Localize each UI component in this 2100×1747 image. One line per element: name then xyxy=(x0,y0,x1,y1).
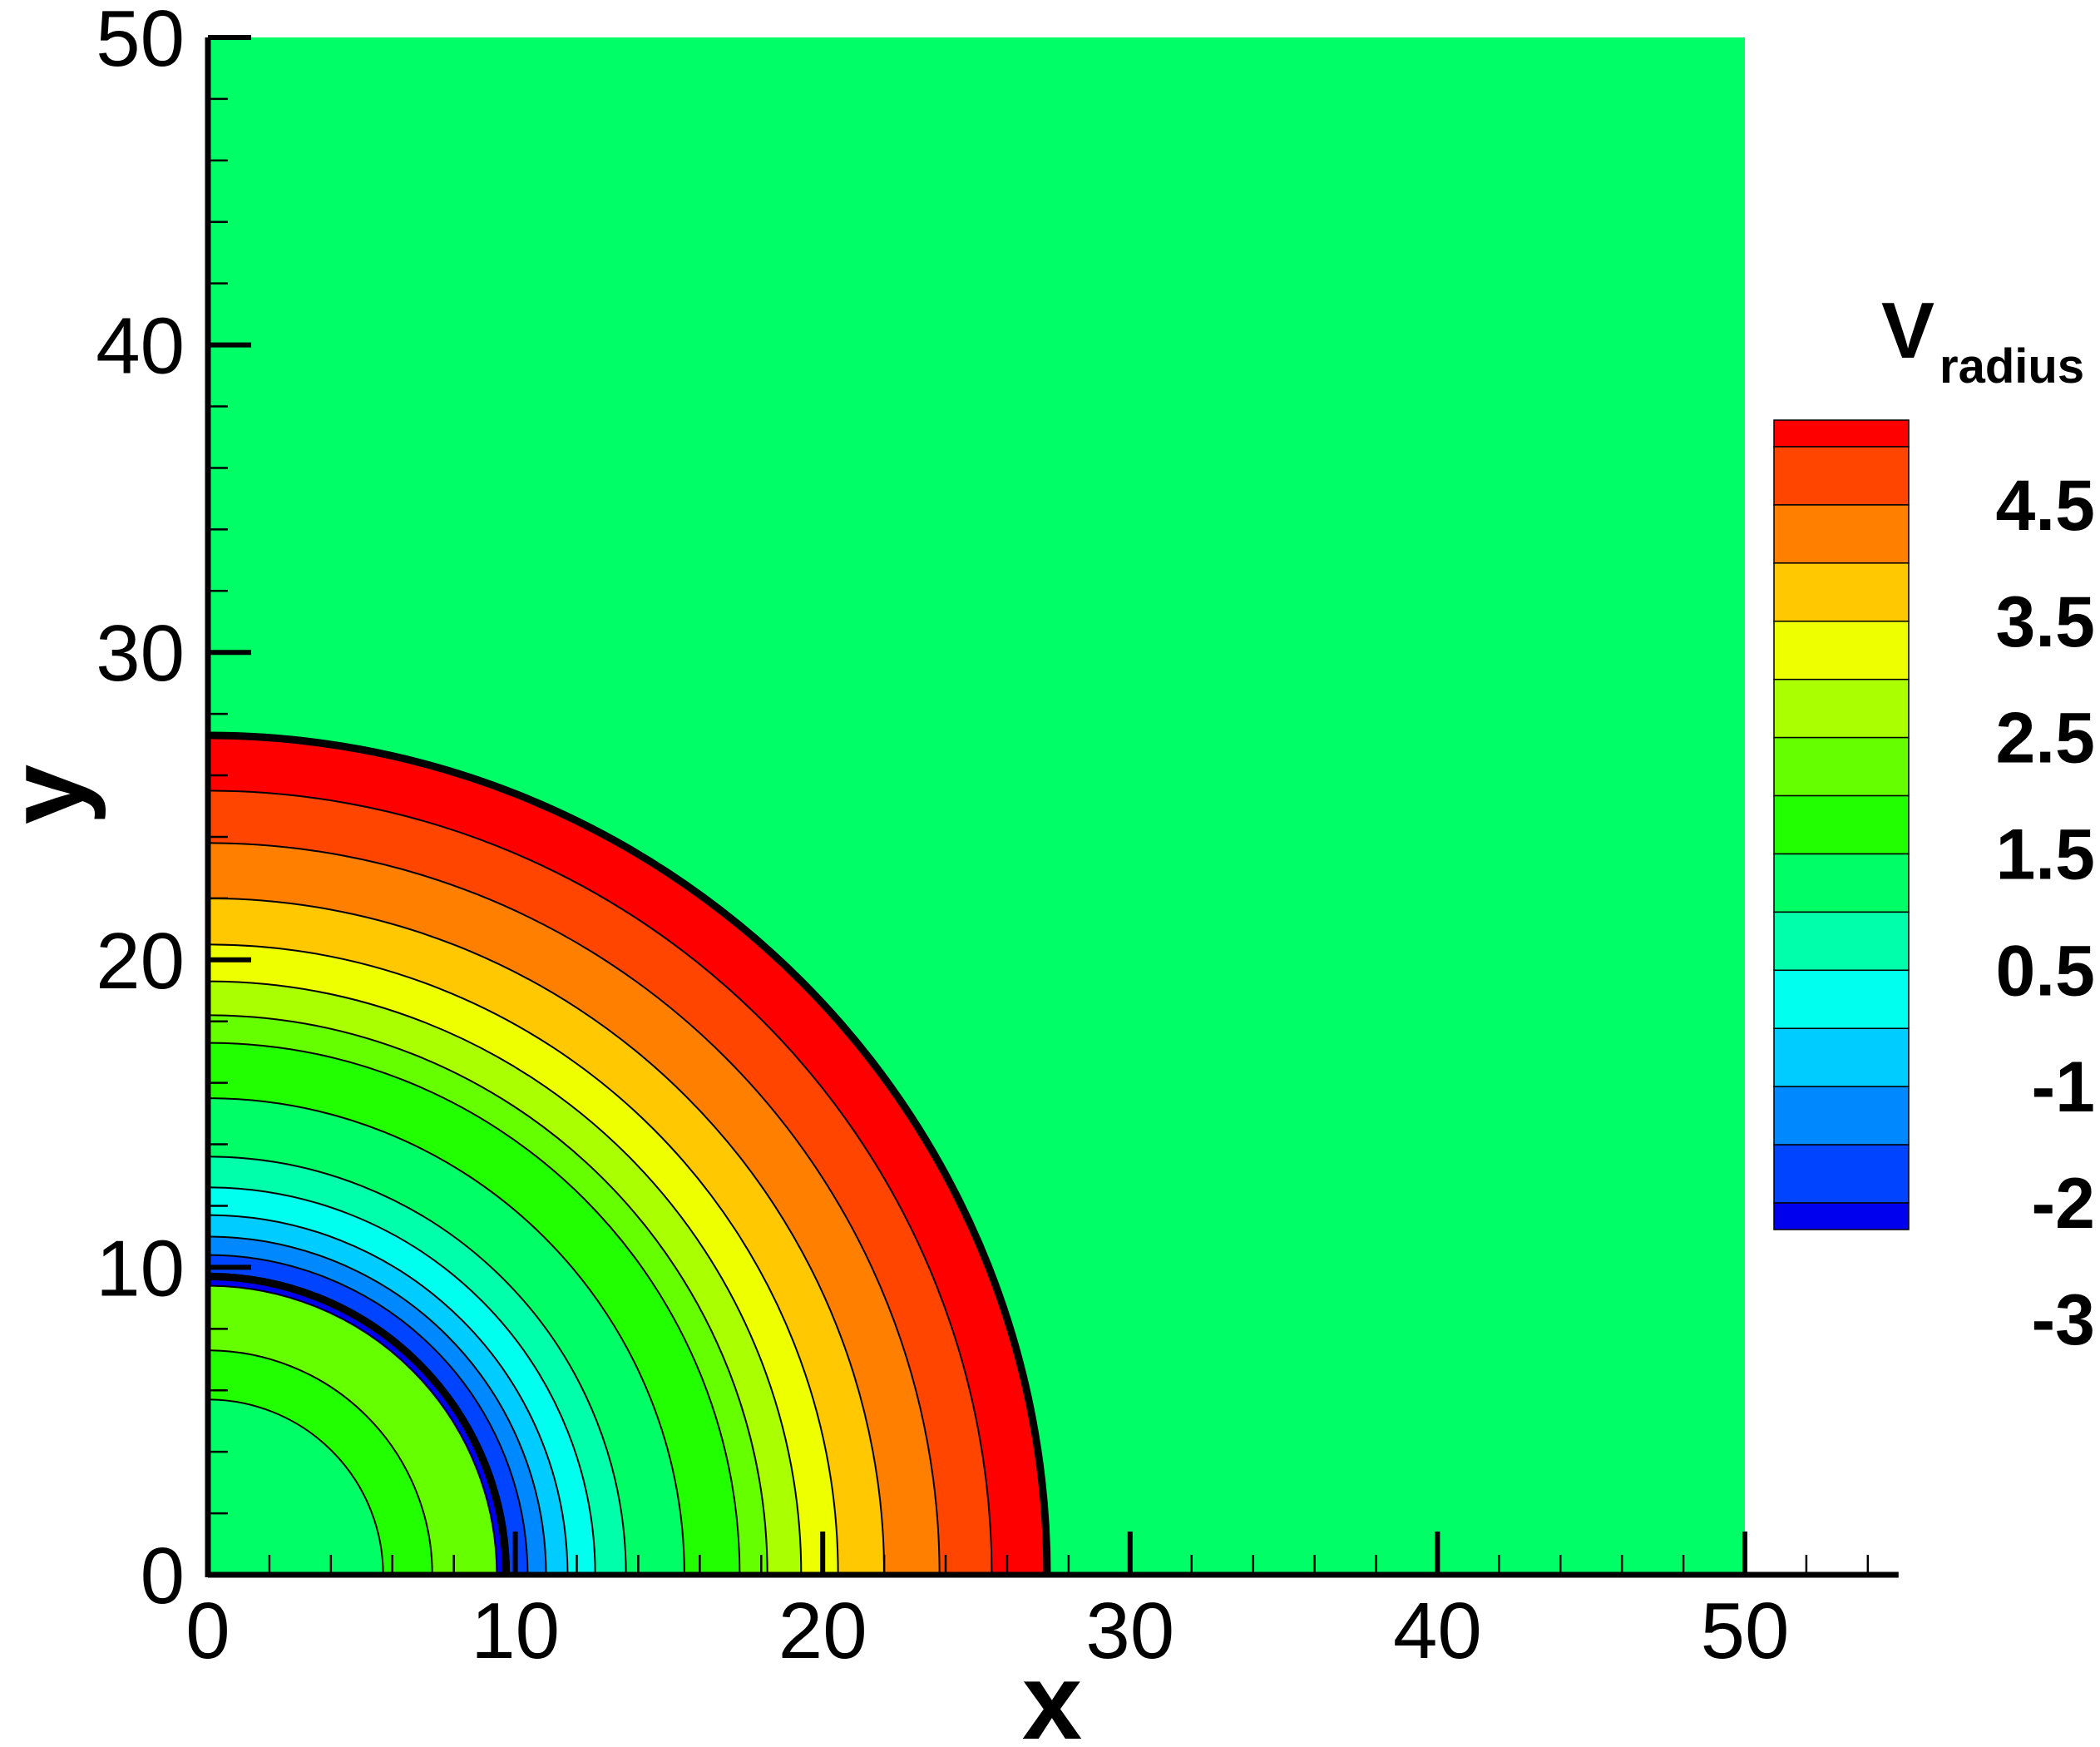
colorbar-band xyxy=(1773,504,1910,564)
contour-line xyxy=(207,980,803,1576)
colorbar-tick-label: 3.5 xyxy=(1995,582,2095,662)
colorbar-tick-label: 0.5 xyxy=(1995,931,2095,1011)
y-tick-label: 50 xyxy=(96,0,185,83)
contour-band xyxy=(208,1399,383,1575)
contour-line xyxy=(207,1398,384,1576)
colorbar-band xyxy=(1773,446,1910,506)
colorbar-band xyxy=(1773,419,1910,448)
x-tick-label: 0 xyxy=(185,1586,230,1675)
shock-contour-line xyxy=(207,731,1051,1576)
x-tick-label: 20 xyxy=(778,1586,867,1675)
contour-line xyxy=(207,897,886,1576)
y-tick-label: 0 xyxy=(141,1532,185,1621)
colorbar-labels: 4.5 3.5 2.5 1.5 0.5 -1 -2 -3 xyxy=(1995,466,2095,1360)
colorbar-band xyxy=(1773,1027,1910,1087)
colorbar-band xyxy=(1773,562,1910,622)
y-axis-title: y xyxy=(0,765,106,824)
contour-line xyxy=(207,1214,569,1576)
contour-line xyxy=(207,1097,685,1576)
colorbar-band xyxy=(1773,736,1910,797)
contour-line xyxy=(207,1156,627,1576)
contour-rings xyxy=(208,37,1745,1575)
x-tick-label: 30 xyxy=(1085,1586,1174,1675)
contour-line xyxy=(207,842,941,1576)
colorbar-band xyxy=(1773,621,1910,680)
colorbar-tick-label: -3 xyxy=(2032,1280,2095,1360)
colorbar-tick-label: 4.5 xyxy=(1995,466,2095,546)
contour-line xyxy=(207,1349,433,1576)
x-tick-label: 50 xyxy=(1701,1586,1790,1675)
x-tick-label: 40 xyxy=(1393,1586,1482,1675)
colorbar-bands xyxy=(1773,419,1910,1230)
y-tick-label: 20 xyxy=(96,917,185,1006)
x-axis-title: x xyxy=(1022,1641,1082,1747)
contour-line xyxy=(207,1235,547,1576)
colorbar-tick-label: -1 xyxy=(2032,1047,2095,1127)
y-tick-label: 10 xyxy=(96,1224,185,1313)
contour-line xyxy=(207,1042,741,1576)
colorbar-band xyxy=(1773,678,1910,739)
ticks xyxy=(205,35,1870,1577)
colorbar-band xyxy=(1773,969,1910,1029)
colorbar-tick-label: 2.5 xyxy=(1995,699,2095,779)
contour-line xyxy=(207,1014,768,1576)
contour-line xyxy=(207,789,993,1576)
colorbar-band xyxy=(1773,911,1910,972)
y-tick-label: 40 xyxy=(96,302,185,391)
colorbar-tick-label: -2 xyxy=(2032,1164,2095,1244)
contour-line xyxy=(207,1284,498,1576)
tick-labels: 0 10 20 30 40 50 0 10 20 30 40 50 xyxy=(96,0,1789,1675)
colorbar-band xyxy=(1773,794,1910,855)
colorbar-band xyxy=(1773,853,1910,913)
colorbar-tick-label: 1.5 xyxy=(1995,814,2095,894)
contour-line xyxy=(207,1186,596,1576)
colorbar-band xyxy=(1773,1144,1910,1204)
x-tick-label: 10 xyxy=(471,1586,560,1675)
axes xyxy=(205,37,1899,1578)
colorbar-band xyxy=(1773,1202,1910,1230)
contour-lines xyxy=(207,731,1051,1576)
y-tick-label: 30 xyxy=(96,609,185,698)
contour-line xyxy=(207,1254,529,1576)
contour-line xyxy=(207,943,839,1576)
shock-contour-line xyxy=(207,1272,511,1576)
colorbar-band xyxy=(1773,1086,1910,1146)
